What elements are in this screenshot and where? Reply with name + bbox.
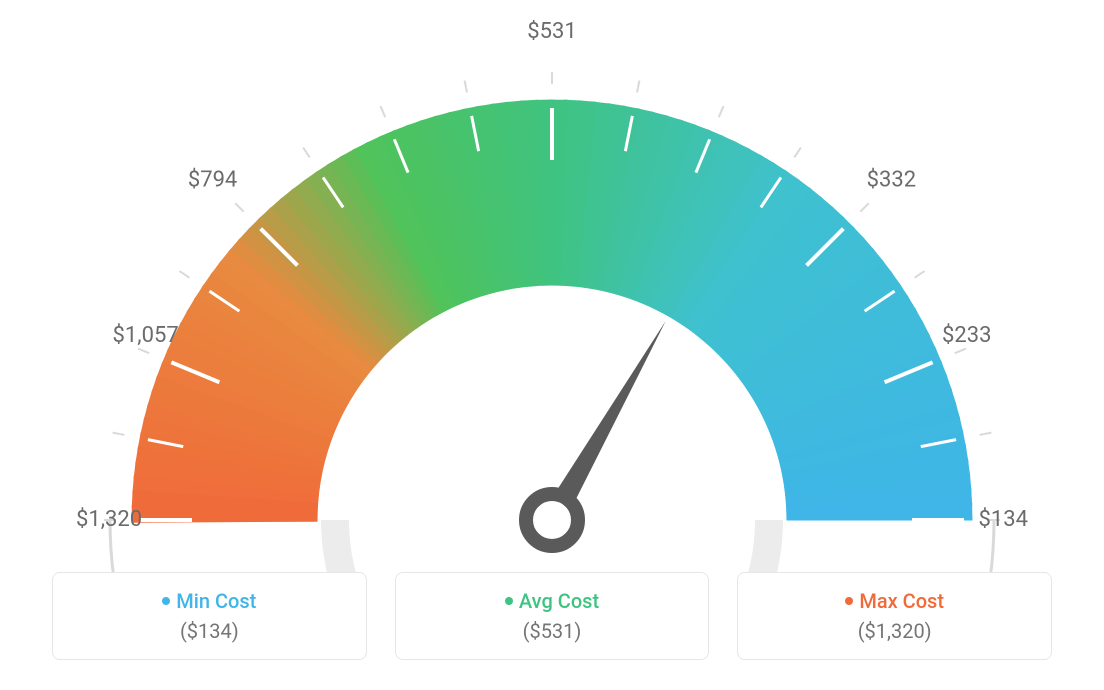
scale-label: $332 [867, 167, 916, 192]
scale-label: $1,320 [76, 507, 142, 532]
legend-card-avg: Avg Cost ($531) [395, 572, 710, 660]
legend-title-avg-text: Avg Cost [519, 589, 599, 613]
legend-title-max: Max Cost [748, 589, 1041, 613]
legend-value-avg: ($531) [406, 619, 699, 643]
legend-title-avg: Avg Cost [406, 589, 699, 613]
legend-title-max-text: Max Cost [859, 589, 944, 613]
dot-min [162, 597, 170, 605]
scale-label: $233 [942, 323, 991, 348]
gauge-svg: $134 $233 $332 $531 $794 $1,057 $1,320 [52, 20, 1052, 580]
dot-avg [505, 597, 513, 605]
scale-label: $794 [188, 167, 237, 192]
scale-label: $1,057 [113, 323, 179, 348]
legend-card-max: Max Cost ($1,320) [737, 572, 1052, 660]
scale-label: $531 [527, 20, 576, 44]
legend-row: Min Cost ($134) Avg Cost ($531) Max Cost… [52, 572, 1052, 660]
scale-label: $134 [979, 507, 1028, 532]
legend-value-max: ($1,320) [748, 619, 1041, 643]
gauge-chart: $134 $233 $332 $531 $794 $1,057 $1,320 [52, 20, 1052, 580]
legend-title-min-text: Min Cost [176, 589, 256, 613]
legend-title-min: Min Cost [63, 589, 356, 613]
dot-max [845, 597, 853, 605]
legend-value-min: ($134) [63, 619, 356, 643]
legend-card-min: Min Cost ($134) [52, 572, 367, 660]
